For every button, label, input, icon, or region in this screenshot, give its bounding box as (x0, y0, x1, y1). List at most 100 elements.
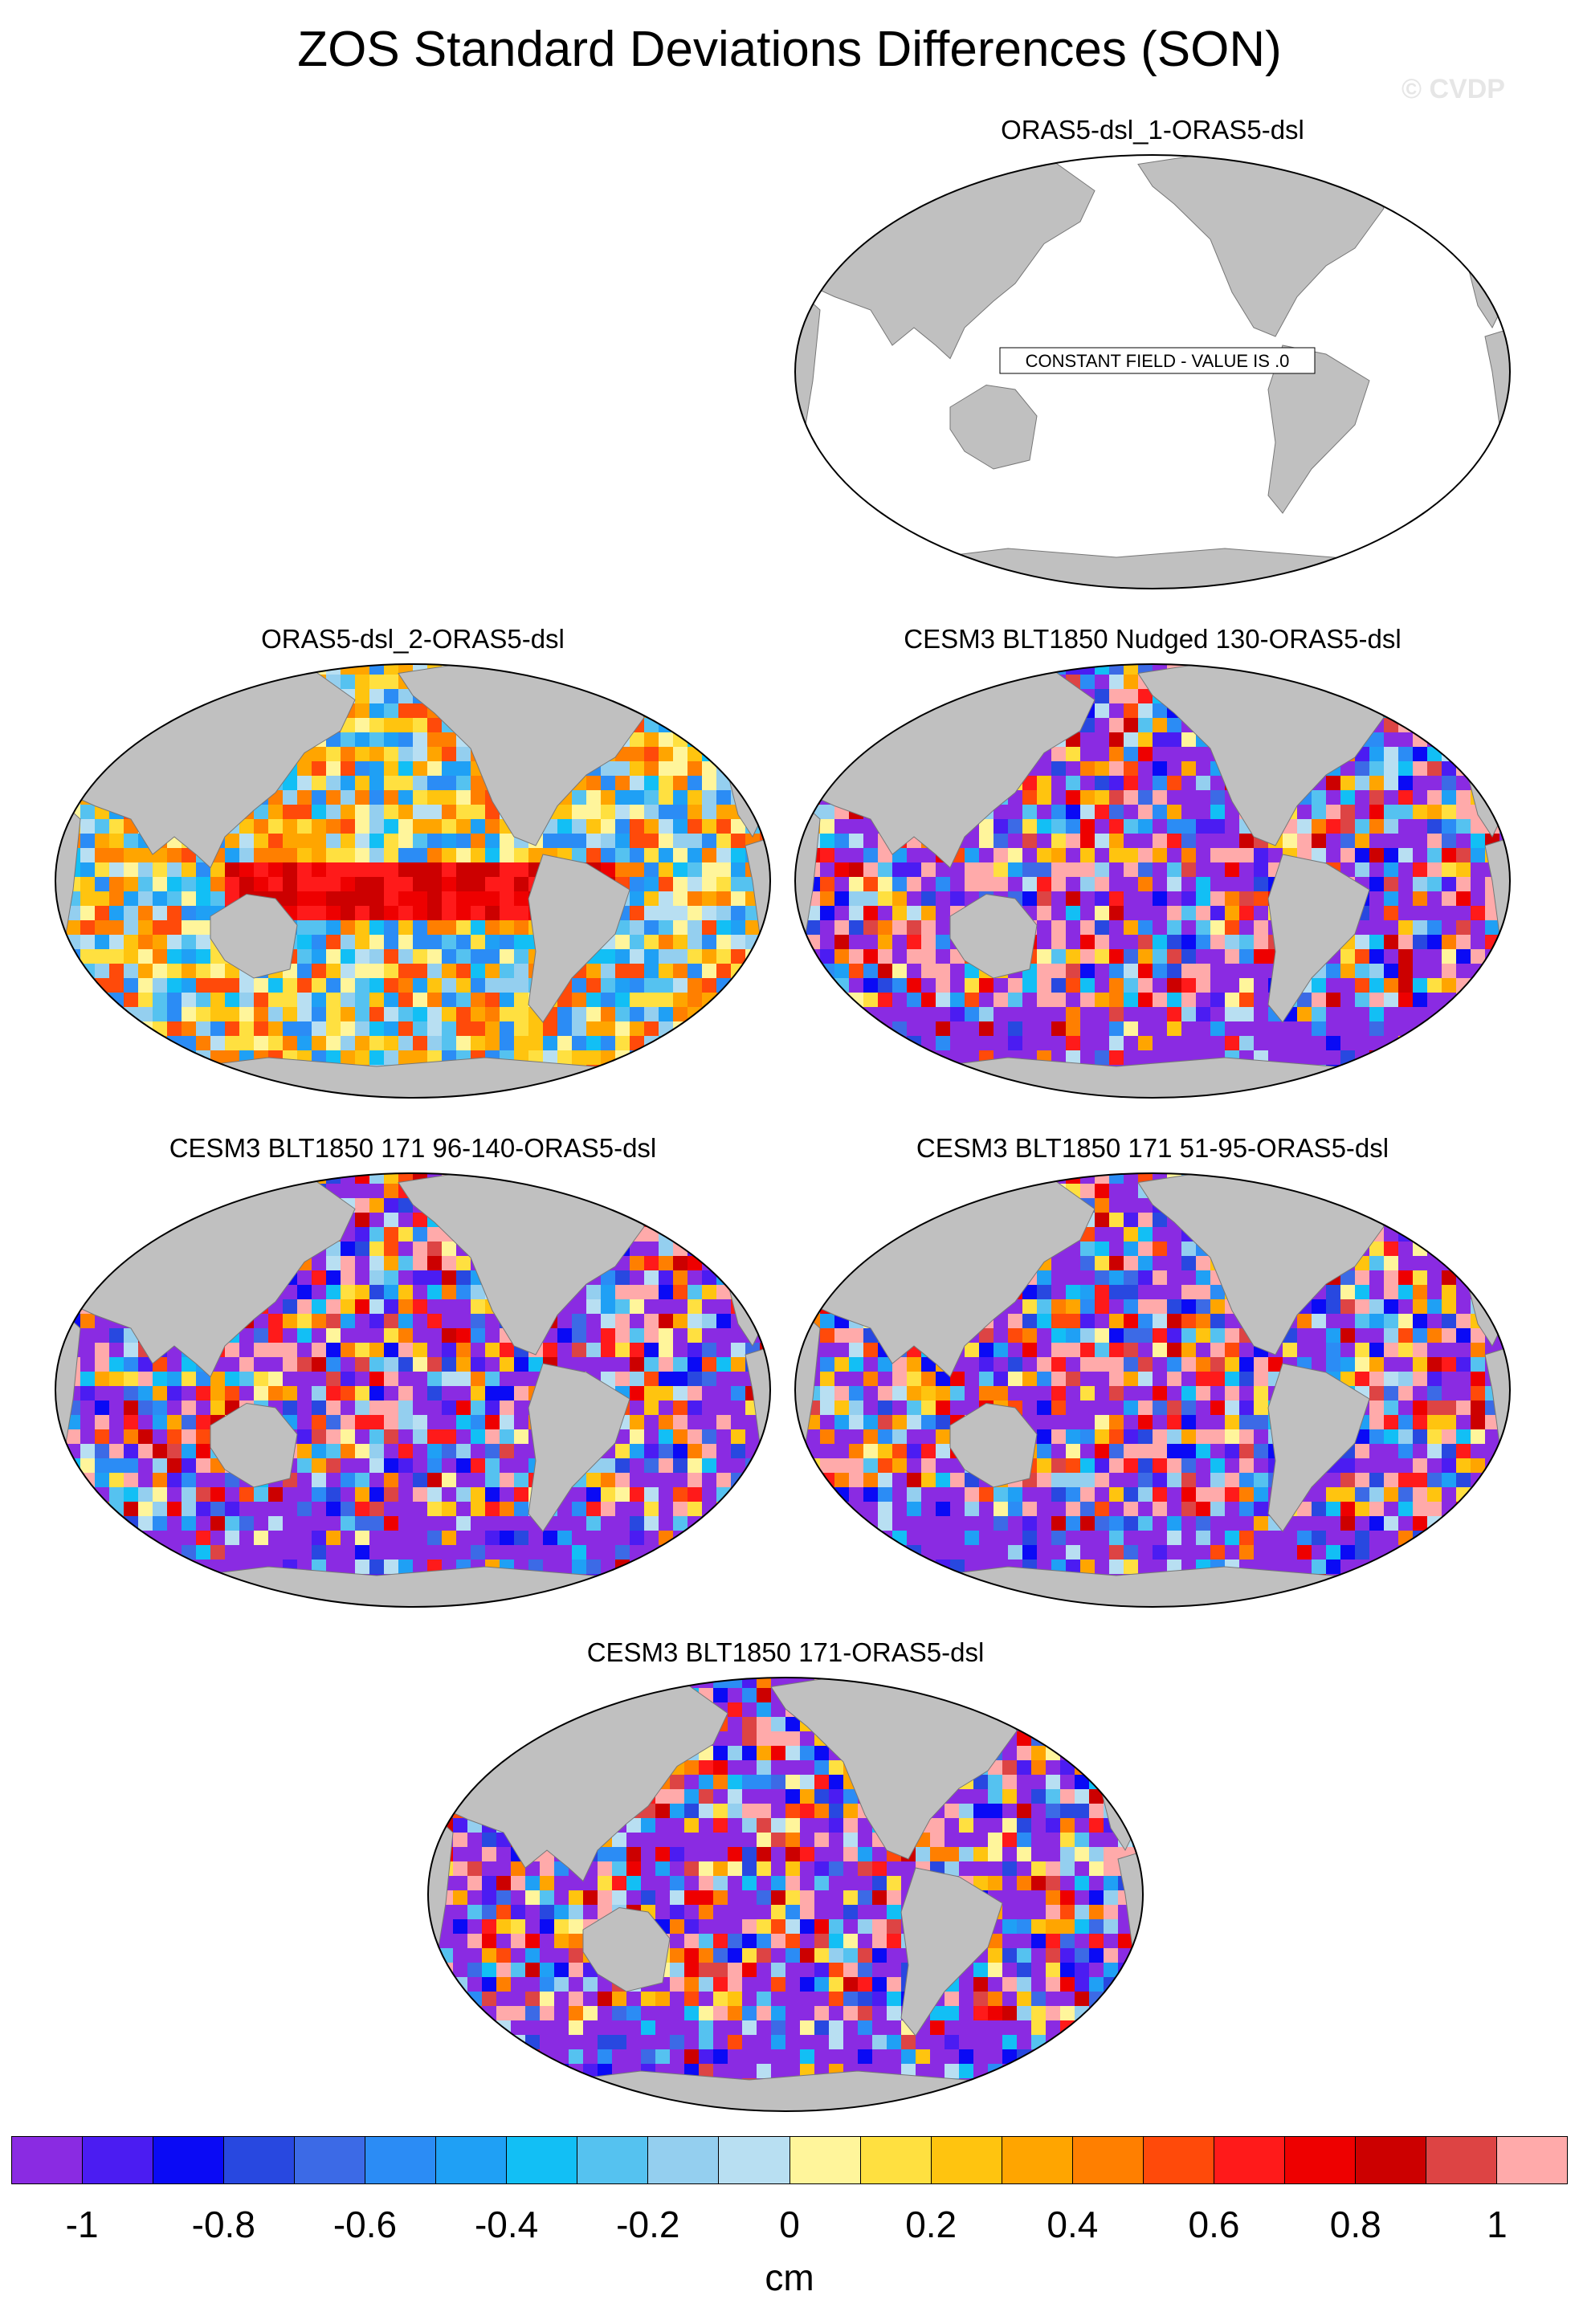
field-cell (326, 747, 341, 761)
field-cell (80, 848, 95, 862)
field-cell (384, 1487, 398, 1502)
field-cell (907, 877, 921, 891)
field-cell (239, 1516, 254, 1531)
field-cell (601, 1343, 615, 1357)
field-cell (572, 1560, 586, 1574)
field-cell (572, 805, 586, 819)
field-cell (1138, 1227, 1153, 1242)
field-cell (965, 1184, 979, 1198)
field-cell (1167, 877, 1181, 891)
constant-field-label: CONSTANT FIELD - VALUE IS .0 (1026, 351, 1290, 371)
field-cell (1442, 703, 1456, 718)
field-cell (66, 1603, 80, 1607)
field-cell (369, 664, 384, 675)
field-cell (80, 1213, 95, 1227)
field-cell (182, 1487, 196, 1502)
field-cell (341, 1050, 355, 1065)
field-cell (1485, 790, 1499, 805)
field-cell (268, 1545, 283, 1560)
field-cell (1384, 675, 1398, 689)
map-panel-1: CONSTANT FIELD - VALUE IS .0 (794, 154, 1511, 589)
field-cell (644, 747, 659, 761)
field-cell (745, 1285, 760, 1299)
field-cell (1442, 689, 1456, 703)
field-cell (1109, 718, 1124, 732)
field-cell (225, 1372, 239, 1386)
land-mass (210, 893, 298, 979)
field-cell (384, 1372, 398, 1386)
field-cell (950, 862, 965, 877)
field-cell (543, 1560, 557, 1574)
field-cell (153, 675, 167, 689)
field-cell (834, 935, 849, 949)
field-cell (312, 993, 326, 1007)
field-cell (673, 747, 687, 761)
field-cell (1181, 1242, 1196, 1256)
field-cell (124, 1545, 138, 1560)
field-cell (615, 862, 630, 877)
field-cell (1138, 848, 1153, 862)
field-cell (687, 1213, 702, 1227)
field-cell (760, 964, 770, 978)
field-cell (268, 1328, 283, 1343)
field-cell (1499, 1213, 1510, 1227)
field-cell (384, 747, 398, 761)
field-cell (659, 949, 673, 964)
field-cell (1471, 1184, 1485, 1198)
field-cell (907, 1065, 921, 1079)
field-cell (1268, 1036, 1283, 1050)
field-cell (312, 862, 326, 877)
field-cell (514, 906, 528, 920)
field-cell (936, 1036, 950, 1050)
field-cell (630, 1079, 644, 1094)
field-cell (95, 1065, 109, 1079)
field-cell (326, 1516, 341, 1531)
field-cell (312, 1094, 326, 1098)
field-cell (615, 1198, 630, 1213)
field-cell (326, 1473, 341, 1487)
field-cell (1499, 1065, 1510, 1079)
field-cell (369, 1343, 384, 1357)
field-cell (413, 1343, 427, 1357)
field-cell (1008, 862, 1022, 877)
field-cell (687, 848, 702, 862)
field-cell (95, 1603, 109, 1607)
field-cell (1456, 1021, 1471, 1036)
field-cell (384, 1242, 398, 1256)
field-cell (326, 1531, 341, 1545)
field-cell (196, 1531, 210, 1545)
field-cell (806, 732, 820, 747)
field-cell (55, 1285, 66, 1299)
field-cell (398, 1502, 413, 1516)
field-cell (1413, 1094, 1427, 1098)
field-cell (182, 935, 196, 949)
field-cell (355, 776, 369, 790)
field-cell (138, 1429, 153, 1444)
field-cell (731, 949, 745, 964)
field-cell (1196, 747, 1210, 761)
map-panel-2 (55, 663, 771, 1099)
field-cell (55, 703, 66, 718)
field-cell (644, 1357, 659, 1372)
field-cell (239, 834, 254, 848)
field-cell (921, 877, 936, 891)
field-cell (80, 819, 95, 834)
field-cell (1398, 1050, 1413, 1065)
field-cell (196, 1560, 210, 1574)
field-cell (225, 1079, 239, 1094)
field-cell (398, 1285, 413, 1299)
field-cell (806, 1213, 820, 1227)
field-cell (254, 978, 268, 993)
field-cell (471, 834, 485, 848)
field-cell (1427, 862, 1442, 877)
field-cell (820, 891, 834, 906)
field-cell (66, 1050, 80, 1065)
field-cell (124, 1372, 138, 1386)
field-cell (760, 689, 770, 703)
field-cell (153, 1473, 167, 1487)
field-cell (1239, 891, 1254, 906)
field-cell (659, 761, 673, 776)
field-cell (1080, 1184, 1095, 1198)
field-cell (1167, 834, 1181, 848)
field-cell (1499, 935, 1510, 949)
